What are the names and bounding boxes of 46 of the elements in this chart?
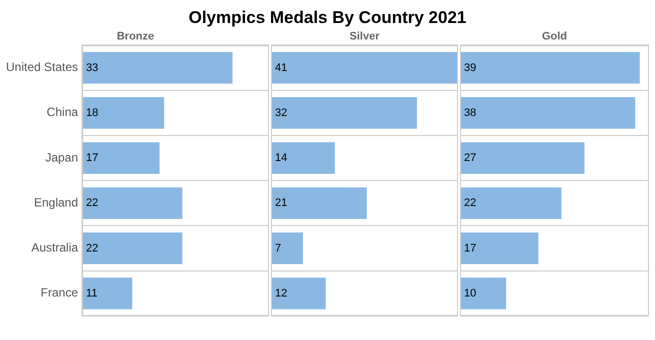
bar <box>271 232 303 264</box>
data-label: 22 <box>86 197 98 210</box>
y-tick-label: France <box>40 286 78 300</box>
chart-title: Silver <box>350 30 380 43</box>
data-label: 21 <box>275 197 288 210</box>
bar <box>460 142 584 174</box>
y-tick-label: England <box>34 195 78 210</box>
data-label: 33 <box>86 62 98 74</box>
bar <box>460 97 636 129</box>
data-label: 39 <box>464 62 476 74</box>
bar <box>271 97 417 129</box>
bar <box>271 52 458 84</box>
data-label: 41 <box>275 62 288 74</box>
data-label: 18 <box>86 106 98 119</box>
data-label: 14 <box>275 152 288 164</box>
data-label: 10 <box>464 287 476 300</box>
chart-title: Gold <box>542 30 568 43</box>
bar <box>271 187 367 219</box>
data-label: 12 <box>275 287 288 300</box>
data-label: 22 <box>464 197 476 210</box>
bar <box>271 142 335 174</box>
y-tick-label: United States <box>6 60 78 74</box>
data-label: 32 <box>275 106 288 119</box>
y-tick-label: Australia <box>31 240 78 255</box>
bar <box>82 142 160 174</box>
bar <box>460 278 506 310</box>
data-label: 17 <box>86 152 98 164</box>
y-tick-label: Japan <box>45 150 78 164</box>
bar <box>82 52 233 84</box>
y-tick-label: China <box>46 105 78 120</box>
bar <box>82 187 182 219</box>
data-label: 27 <box>464 152 476 164</box>
text: Olympics Medals By Country 2021 <box>188 8 468 28</box>
data-label: 7 <box>275 242 282 254</box>
bar <box>82 232 182 264</box>
chart-subtitle: Bronze <box>116 30 154 43</box>
bar <box>460 232 538 264</box>
data-label: 11 <box>86 287 98 300</box>
data-label: 22 <box>86 242 98 254</box>
bar <box>82 278 132 310</box>
bar <box>460 187 562 219</box>
bar <box>460 52 640 84</box>
bar <box>271 278 326 310</box>
data-label: 17 <box>464 242 476 254</box>
data-label: 38 <box>464 106 476 119</box>
bar <box>82 97 164 129</box>
